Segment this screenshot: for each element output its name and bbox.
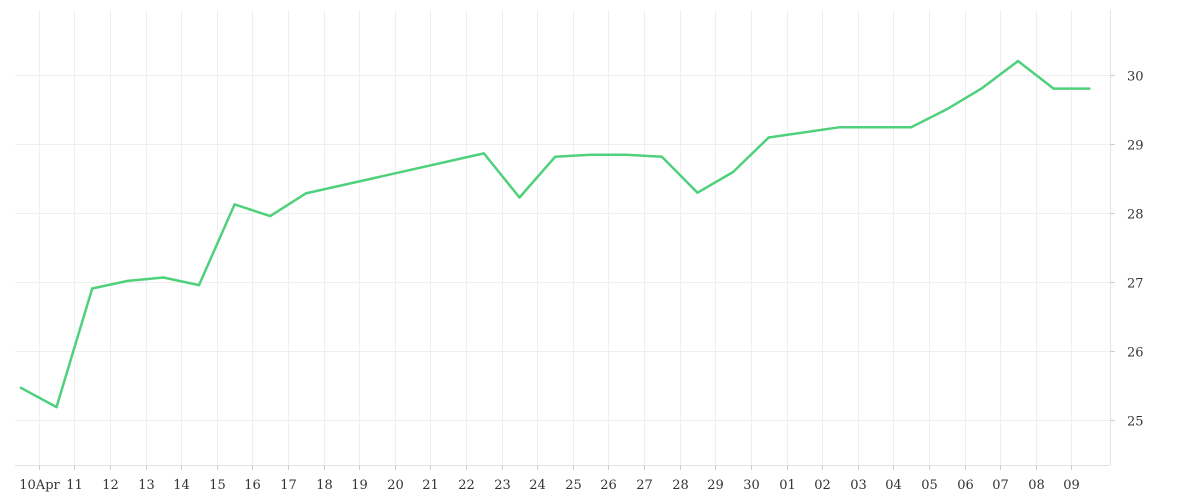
y-tick-label: 27 bbox=[1127, 277, 1144, 292]
y-tick-label: 29 bbox=[1127, 139, 1144, 154]
data-point bbox=[731, 170, 735, 174]
axes bbox=[15, 10, 1115, 470]
x-tick-label: 28 bbox=[672, 478, 689, 493]
data-point bbox=[696, 191, 699, 194]
data-point bbox=[162, 276, 165, 279]
data-point bbox=[660, 155, 664, 158]
x-tick-label: 18 bbox=[316, 478, 333, 493]
data-point bbox=[838, 126, 842, 129]
x-tick-label: 23 bbox=[494, 478, 511, 493]
x-tick-label: 13 bbox=[138, 478, 155, 493]
x-tick-label: 26 bbox=[600, 478, 617, 493]
data-point bbox=[1052, 87, 1055, 90]
x-tick-label: 05 bbox=[921, 478, 938, 493]
y-tick-label: 28 bbox=[1127, 208, 1144, 223]
x-tick-label: 06 bbox=[957, 478, 974, 493]
x-tick-label: 30 bbox=[743, 478, 760, 493]
x-tick-label: 14 bbox=[173, 478, 190, 493]
data-point bbox=[767, 136, 770, 139]
y-tick-label: 30 bbox=[1127, 70, 1144, 85]
x-tick-label: 07 bbox=[992, 478, 1009, 493]
y-tick-label: 26 bbox=[1127, 346, 1144, 361]
x-tick-label: 19 bbox=[351, 478, 368, 493]
data-point bbox=[589, 153, 592, 156]
data-point bbox=[625, 153, 628, 156]
grid bbox=[15, 10, 1110, 465]
tick-labels: 10Apr 11 12 13 14 15 16 17 18 19 20 21 22 23 24 25 26 27 2… bbox=[19, 70, 1143, 494]
x-tick-label: 20 bbox=[387, 478, 404, 493]
data-point bbox=[981, 86, 984, 90]
data-point bbox=[269, 214, 272, 218]
x-tick-label: 09 bbox=[1063, 478, 1080, 493]
x-tick-label: 08 bbox=[1028, 478, 1045, 493]
data-point bbox=[91, 287, 94, 290]
x-tick-label: 17 bbox=[280, 478, 297, 493]
data-point bbox=[19, 386, 23, 389]
x-tick-label: 24 bbox=[529, 478, 546, 493]
x-tick-label: 21 bbox=[422, 478, 439, 493]
x-tick-label: 16 bbox=[244, 478, 261, 493]
x-tick-label: 22 bbox=[458, 478, 475, 493]
x-tick-label: 15 bbox=[209, 478, 226, 493]
data-point bbox=[233, 203, 236, 206]
data-point bbox=[518, 196, 521, 199]
data-point bbox=[197, 283, 201, 287]
data-point bbox=[910, 126, 913, 129]
data-point bbox=[1016, 59, 1020, 63]
x-tick-label: 12 bbox=[102, 478, 119, 493]
data-point bbox=[1088, 87, 1091, 90]
x-tick-label: 10Apr bbox=[19, 478, 60, 493]
x-tick-label: 11 bbox=[66, 478, 83, 493]
data-point bbox=[482, 152, 486, 155]
data-point bbox=[55, 405, 58, 409]
x-tick-label: 01 bbox=[779, 478, 796, 493]
x-tick-label: 27 bbox=[636, 478, 653, 493]
y-tick-label: 25 bbox=[1127, 415, 1144, 430]
series-layer bbox=[19, 59, 1091, 409]
data-point bbox=[553, 155, 557, 158]
x-tick-label: 25 bbox=[565, 478, 582, 493]
x-tick-label: 03 bbox=[850, 478, 867, 493]
data-point bbox=[945, 108, 948, 111]
x-tick-label: 02 bbox=[814, 478, 831, 493]
data-point bbox=[126, 279, 129, 283]
x-tick-label: 04 bbox=[885, 478, 902, 493]
x-tick-label: 29 bbox=[707, 478, 724, 493]
data-point bbox=[304, 192, 307, 195]
